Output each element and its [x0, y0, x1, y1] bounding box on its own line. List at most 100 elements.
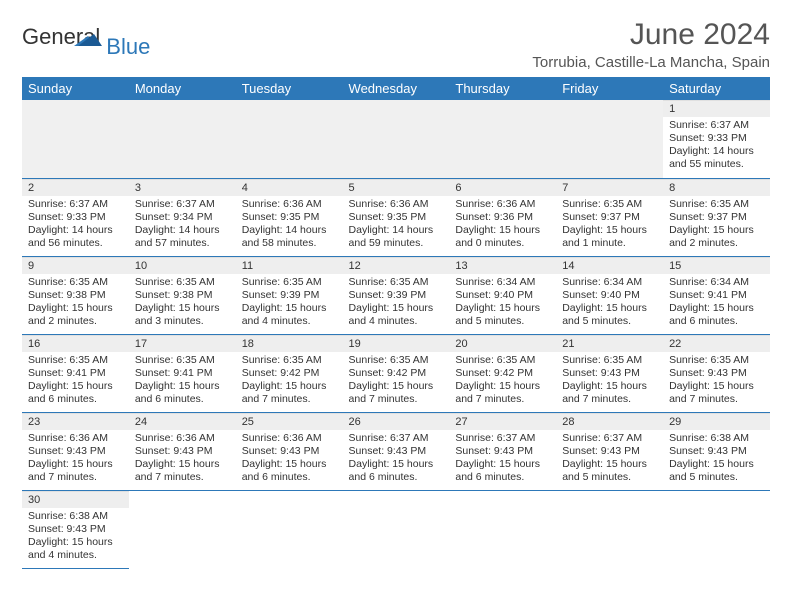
day-info: Sunrise: 6:38 AMSunset: 9:43 PMDaylight:…: [22, 508, 129, 567]
weekday-header: Tuesday: [236, 77, 343, 100]
empty-cell: [22, 100, 129, 178]
day-cell: 21Sunrise: 6:35 AMSunset: 9:43 PMDayligh…: [556, 334, 663, 412]
day-cell: 30Sunrise: 6:38 AMSunset: 9:43 PMDayligh…: [22, 490, 129, 568]
day-number: 21: [556, 335, 663, 352]
weekday-header: Thursday: [449, 77, 556, 100]
empty-cell: [236, 100, 343, 178]
day-info: Sunrise: 6:36 AMSunset: 9:35 PMDaylight:…: [343, 196, 450, 255]
day-cell: 3Sunrise: 6:37 AMSunset: 9:34 PMDaylight…: [129, 178, 236, 256]
brand-part2: Blue: [106, 34, 150, 60]
day-info: Sunrise: 6:35 AMSunset: 9:43 PMDaylight:…: [556, 352, 663, 411]
day-number: 2: [22, 179, 129, 196]
empty-cell: [129, 490, 236, 568]
day-number: 25: [236, 413, 343, 430]
day-cell: 20Sunrise: 6:35 AMSunset: 9:42 PMDayligh…: [449, 334, 556, 412]
day-info: Sunrise: 6:36 AMSunset: 9:43 PMDaylight:…: [236, 430, 343, 489]
day-cell: 29Sunrise: 6:38 AMSunset: 9:43 PMDayligh…: [663, 412, 770, 490]
day-cell: 27Sunrise: 6:37 AMSunset: 9:43 PMDayligh…: [449, 412, 556, 490]
day-number: 4: [236, 179, 343, 196]
calendar-header: SundayMondayTuesdayWednesdayThursdayFrid…: [22, 77, 770, 100]
calendar-table: SundayMondayTuesdayWednesdayThursdayFrid…: [22, 77, 770, 569]
day-info: Sunrise: 6:38 AMSunset: 9:43 PMDaylight:…: [663, 430, 770, 489]
day-number: 17: [129, 335, 236, 352]
day-number: 20: [449, 335, 556, 352]
day-info: Sunrise: 6:37 AMSunset: 9:33 PMDaylight:…: [663, 117, 770, 176]
day-cell: 12Sunrise: 6:35 AMSunset: 9:39 PMDayligh…: [343, 256, 450, 334]
day-cell: 4Sunrise: 6:36 AMSunset: 9:35 PMDaylight…: [236, 178, 343, 256]
day-cell: 8Sunrise: 6:35 AMSunset: 9:37 PMDaylight…: [663, 178, 770, 256]
day-cell: 13Sunrise: 6:34 AMSunset: 9:40 PMDayligh…: [449, 256, 556, 334]
weekday-header: Friday: [556, 77, 663, 100]
day-info: Sunrise: 6:35 AMSunset: 9:37 PMDaylight:…: [556, 196, 663, 255]
empty-cell: [449, 490, 556, 568]
day-cell: 17Sunrise: 6:35 AMSunset: 9:41 PMDayligh…: [129, 334, 236, 412]
day-number: 16: [22, 335, 129, 352]
month-title: June 2024: [532, 18, 770, 52]
day-number: 1: [663, 100, 770, 117]
day-cell: 6Sunrise: 6:36 AMSunset: 9:36 PMDaylight…: [449, 178, 556, 256]
day-info: Sunrise: 6:35 AMSunset: 9:39 PMDaylight:…: [236, 274, 343, 333]
day-info: Sunrise: 6:34 AMSunset: 9:41 PMDaylight:…: [663, 274, 770, 333]
day-info: Sunrise: 6:35 AMSunset: 9:38 PMDaylight:…: [22, 274, 129, 333]
day-number: 8: [663, 179, 770, 196]
calendar-body: 1Sunrise: 6:37 AMSunset: 9:33 PMDaylight…: [22, 100, 770, 568]
day-info: Sunrise: 6:35 AMSunset: 9:41 PMDaylight:…: [22, 352, 129, 411]
day-info: Sunrise: 6:34 AMSunset: 9:40 PMDaylight:…: [449, 274, 556, 333]
day-cell: 10Sunrise: 6:35 AMSunset: 9:38 PMDayligh…: [129, 256, 236, 334]
day-info: Sunrise: 6:35 AMSunset: 9:37 PMDaylight:…: [663, 196, 770, 255]
weekday-header: Sunday: [22, 77, 129, 100]
day-info: Sunrise: 6:35 AMSunset: 9:41 PMDaylight:…: [129, 352, 236, 411]
day-info: Sunrise: 6:37 AMSunset: 9:43 PMDaylight:…: [343, 430, 450, 489]
day-cell: 16Sunrise: 6:35 AMSunset: 9:41 PMDayligh…: [22, 334, 129, 412]
day-info: Sunrise: 6:37 AMSunset: 9:43 PMDaylight:…: [556, 430, 663, 489]
empty-cell: [556, 100, 663, 178]
day-number: 6: [449, 179, 556, 196]
day-number: 5: [343, 179, 450, 196]
day-cell: 9Sunrise: 6:35 AMSunset: 9:38 PMDaylight…: [22, 256, 129, 334]
day-cell: 23Sunrise: 6:36 AMSunset: 9:43 PMDayligh…: [22, 412, 129, 490]
flag-icon: [74, 30, 102, 48]
day-number: 10: [129, 257, 236, 274]
day-number: 30: [22, 491, 129, 508]
weekday-header: Saturday: [663, 77, 770, 100]
empty-cell: [449, 100, 556, 178]
day-info: Sunrise: 6:36 AMSunset: 9:35 PMDaylight:…: [236, 196, 343, 255]
day-cell: 15Sunrise: 6:34 AMSunset: 9:41 PMDayligh…: [663, 256, 770, 334]
day-cell: 11Sunrise: 6:35 AMSunset: 9:39 PMDayligh…: [236, 256, 343, 334]
header-row: General Blue June 2024 Torrubia, Castill…: [22, 18, 770, 71]
day-number: 26: [343, 413, 450, 430]
day-number: 19: [343, 335, 450, 352]
day-number: 15: [663, 257, 770, 274]
day-cell: 14Sunrise: 6:34 AMSunset: 9:40 PMDayligh…: [556, 256, 663, 334]
day-number: 29: [663, 413, 770, 430]
day-cell: 25Sunrise: 6:36 AMSunset: 9:43 PMDayligh…: [236, 412, 343, 490]
brand-logo: General Blue: [22, 24, 176, 50]
day-info: Sunrise: 6:36 AMSunset: 9:36 PMDaylight:…: [449, 196, 556, 255]
title-block: June 2024 Torrubia, Castille-La Mancha, …: [532, 18, 770, 71]
day-info: Sunrise: 6:36 AMSunset: 9:43 PMDaylight:…: [129, 430, 236, 489]
day-number: 11: [236, 257, 343, 274]
day-cell: 7Sunrise: 6:35 AMSunset: 9:37 PMDaylight…: [556, 178, 663, 256]
day-info: Sunrise: 6:35 AMSunset: 9:38 PMDaylight:…: [129, 274, 236, 333]
day-number: 27: [449, 413, 556, 430]
location-subtitle: Torrubia, Castille-La Mancha, Spain: [532, 54, 770, 71]
weekday-header: Monday: [129, 77, 236, 100]
day-info: Sunrise: 6:37 AMSunset: 9:43 PMDaylight:…: [449, 430, 556, 489]
day-number: 14: [556, 257, 663, 274]
day-number: 7: [556, 179, 663, 196]
day-number: 13: [449, 257, 556, 274]
day-cell: 19Sunrise: 6:35 AMSunset: 9:42 PMDayligh…: [343, 334, 450, 412]
day-cell: 24Sunrise: 6:36 AMSunset: 9:43 PMDayligh…: [129, 412, 236, 490]
day-number: 22: [663, 335, 770, 352]
day-info: Sunrise: 6:37 AMSunset: 9:33 PMDaylight:…: [22, 196, 129, 255]
day-info: Sunrise: 6:36 AMSunset: 9:43 PMDaylight:…: [22, 430, 129, 489]
day-cell: 2Sunrise: 6:37 AMSunset: 9:33 PMDaylight…: [22, 178, 129, 256]
day-cell: 18Sunrise: 6:35 AMSunset: 9:42 PMDayligh…: [236, 334, 343, 412]
empty-cell: [663, 490, 770, 568]
empty-cell: [236, 490, 343, 568]
day-number: 28: [556, 413, 663, 430]
day-cell: 5Sunrise: 6:36 AMSunset: 9:35 PMDaylight…: [343, 178, 450, 256]
empty-cell: [129, 100, 236, 178]
day-info: Sunrise: 6:35 AMSunset: 9:42 PMDaylight:…: [343, 352, 450, 411]
day-number: 18: [236, 335, 343, 352]
